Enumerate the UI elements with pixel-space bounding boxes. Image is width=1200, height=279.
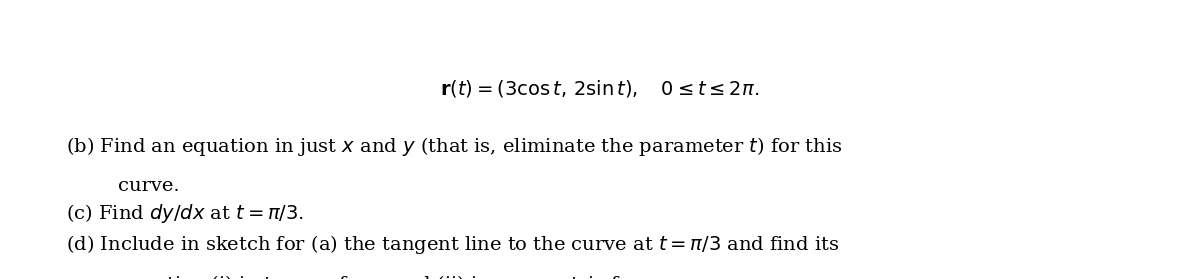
Text: equation (i) in terms of $x$, $y$ and (ii) in parametric form.: equation (i) in terms of $x$, $y$ and (i…	[118, 273, 664, 279]
Text: $\mathbf{r}(t) = (3\cos t,\, 2\sin t), \quad 0 \leq t \leq 2\pi.$: $\mathbf{r}(t) = (3\cos t,\, 2\sin t), \…	[440, 78, 760, 99]
Text: (c) Find $dy/dx$ at $t = \pi/3$.: (c) Find $dy/dx$ at $t = \pi/3$.	[66, 202, 305, 225]
Text: curve.: curve.	[118, 177, 179, 195]
Text: (d) Include in sketch for (a) the tangent line to the curve at $t = \pi/3$ and f: (d) Include in sketch for (a) the tangen…	[66, 233, 839, 256]
Text: (b) Find an equation in just $x$ and $y$ (that is, eliminate the parameter $t$) : (b) Find an equation in just $x$ and $y$…	[66, 135, 842, 158]
